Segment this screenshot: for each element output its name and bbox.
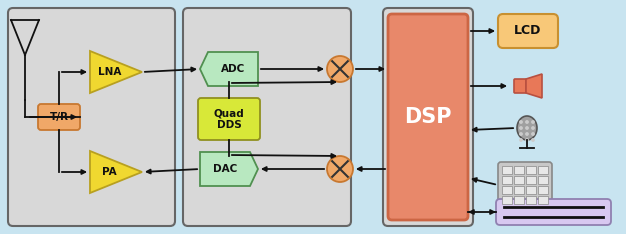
Text: LCD: LCD [515,25,541,37]
Circle shape [526,139,528,141]
Circle shape [526,121,528,123]
FancyBboxPatch shape [183,8,351,226]
FancyBboxPatch shape [514,79,526,93]
Bar [514,196,524,204]
Bar [538,176,548,184]
Circle shape [520,139,522,141]
FancyBboxPatch shape [498,14,558,48]
FancyBboxPatch shape [496,199,611,225]
Text: Quad: Quad [213,108,244,118]
Text: T/R: T/R [49,112,68,122]
Polygon shape [90,51,142,93]
Bar [502,186,512,194]
Bar [502,166,512,174]
FancyBboxPatch shape [38,104,80,130]
Bar [538,186,548,194]
Circle shape [526,127,528,129]
Text: DSP: DSP [404,107,452,127]
Bar [538,196,548,204]
Circle shape [520,127,522,129]
Ellipse shape [517,116,537,140]
Circle shape [520,121,522,123]
FancyBboxPatch shape [388,14,468,220]
Bar [502,196,512,204]
Bar [514,176,524,184]
FancyBboxPatch shape [8,8,175,226]
Bar [514,166,524,174]
Circle shape [532,121,534,123]
FancyBboxPatch shape [198,98,260,140]
Circle shape [532,127,534,129]
FancyBboxPatch shape [498,162,552,208]
Text: DDS: DDS [217,120,242,130]
Bar [538,166,548,174]
Circle shape [532,133,534,135]
Bar [502,176,512,184]
Bar [526,186,536,194]
Circle shape [526,133,528,135]
Polygon shape [90,151,142,193]
Circle shape [327,56,353,82]
Text: PA: PA [103,167,117,177]
Circle shape [532,139,534,141]
Text: DAC: DAC [213,164,237,174]
Circle shape [327,156,353,182]
Text: LNA: LNA [98,67,121,77]
Polygon shape [200,152,258,186]
FancyBboxPatch shape [383,8,473,226]
Bar [526,166,536,174]
Bar [526,176,536,184]
Bar [514,186,524,194]
Polygon shape [200,52,258,86]
Circle shape [520,133,522,135]
Text: ADC: ADC [221,64,245,74]
Polygon shape [526,74,542,98]
Bar [526,196,536,204]
